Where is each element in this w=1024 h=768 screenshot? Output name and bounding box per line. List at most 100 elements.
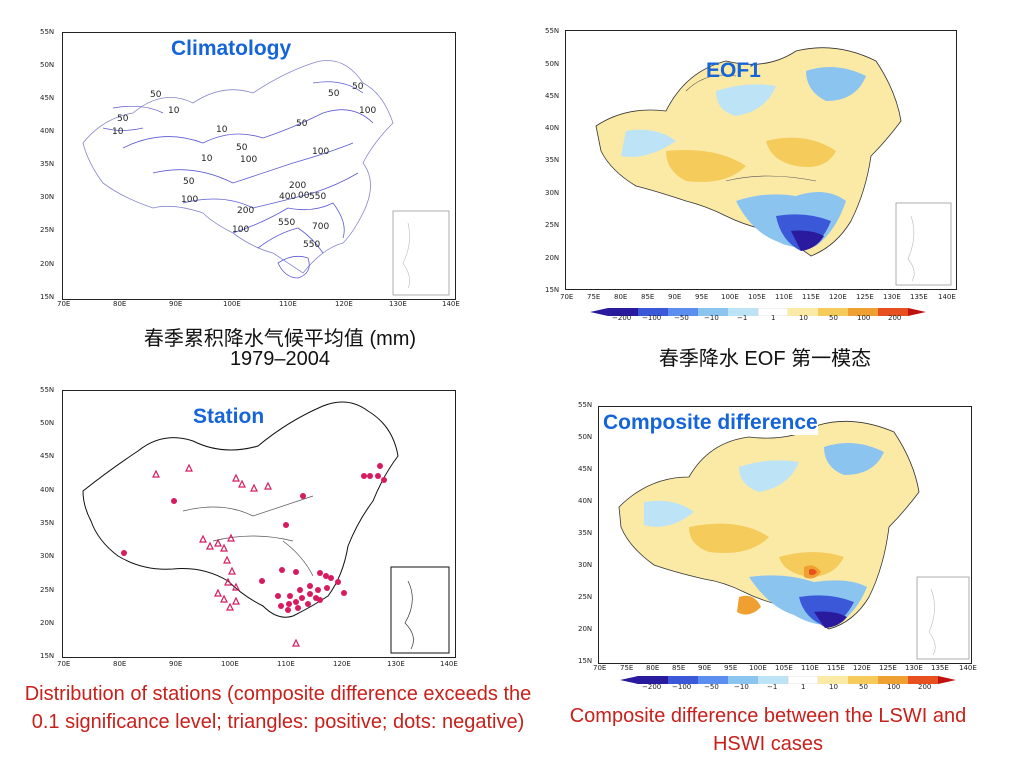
lon-label: 125E <box>856 293 874 301</box>
lon-label: 70E <box>57 660 71 668</box>
colorbar-label: 100 <box>857 314 871 322</box>
lon-label: 110E <box>279 300 297 308</box>
lat-label: 20N <box>545 254 560 262</box>
lon-label: 140E <box>938 293 956 301</box>
lon-label: 105E <box>748 293 766 301</box>
contour-label: 100 <box>312 147 330 157</box>
lat-label: 20N <box>40 260 55 268</box>
lat-label: 45N <box>545 92 560 100</box>
eof1-field <box>595 47 952 286</box>
lon-label: 100E <box>223 300 241 308</box>
station-map: Station <box>62 390 456 658</box>
contour-label: 00 <box>298 191 310 201</box>
colorbar-label: −200 <box>612 314 632 322</box>
lon-label: 135E <box>910 293 928 301</box>
eof1-map: EOF1 <box>565 30 957 290</box>
lon-label: 120E <box>829 293 847 301</box>
lat-label: 15N <box>545 286 560 294</box>
lon-label: 90E <box>169 660 183 668</box>
contour-label: 100 <box>232 225 250 235</box>
lon-label: 120E <box>853 664 871 672</box>
climatology-map: Climatology <box>62 32 456 300</box>
lon-label: 120E <box>335 300 353 308</box>
contour-label: 550 <box>303 240 321 250</box>
lat-label: 25N <box>578 593 593 601</box>
colorbar-label: 200 <box>918 683 932 691</box>
station-caption: Distribution of stations (composite diff… <box>24 683 532 733</box>
lon-label: 130E <box>387 660 405 668</box>
lon-label: 110E <box>277 660 295 668</box>
lon-label: 75E <box>620 664 634 672</box>
colorbar-label: 1 <box>801 683 806 691</box>
eof1-colorbar-svg <box>590 308 926 316</box>
lon-label: 140E <box>440 660 458 668</box>
composite-field <box>618 420 970 660</box>
climatology-caption-line2: 1979–2004 <box>229 348 331 370</box>
lat-label: 35N <box>40 519 55 527</box>
lat-label: 50N <box>545 60 560 68</box>
contour-label: 10 <box>216 125 228 135</box>
contour-label: 50 <box>352 82 364 92</box>
lon-label: 120E <box>333 660 351 668</box>
lon-label: 100E <box>721 293 739 301</box>
lat-label: 30N <box>578 561 593 569</box>
lon-label: 125E <box>879 664 897 672</box>
colorbar-label: −100 <box>642 314 662 322</box>
lon-label: 85E <box>641 293 655 301</box>
lat-label: 40N <box>545 124 560 132</box>
contour-label: 10 <box>168 106 180 116</box>
colorbar-label: −50 <box>674 314 689 322</box>
lat-label: 30N <box>545 189 560 197</box>
contour-label: 550 <box>309 192 327 202</box>
contour-label: 200 <box>289 181 307 191</box>
colorbar-label: −10 <box>734 683 749 691</box>
colorbar-label: 200 <box>888 314 902 322</box>
lat-label: 45N <box>40 94 55 102</box>
lat-label: 35N <box>578 529 593 537</box>
station-title: Station <box>193 405 265 428</box>
lat-label: 25N <box>545 221 560 229</box>
lon-label: 80E <box>614 293 628 301</box>
contour-label: 400 <box>279 192 297 202</box>
contour-label: 100 <box>181 195 199 205</box>
lon-label: 100E <box>749 664 767 672</box>
colorbar-label: −1 <box>767 683 778 691</box>
composite-map: Composite difference <box>598 406 972 664</box>
eof1-panel: EOF1 <box>540 22 980 322</box>
colorbar-label: −200 <box>642 683 662 691</box>
composite-title: Composite difference <box>603 411 818 435</box>
contour-label: 50 <box>328 89 340 99</box>
lat-label: 55N <box>40 386 55 394</box>
lon-label: 110E <box>775 293 793 301</box>
station-panel: Station <box>20 384 460 674</box>
lat-label: 45N <box>578 465 593 473</box>
contour-label: 50 <box>236 143 248 153</box>
contour-label: 200 <box>237 206 255 216</box>
climatology-title: Climatology <box>171 37 292 60</box>
composite-caption: Composite difference between the LSWI an… <box>569 705 967 755</box>
lon-label: 140E <box>959 664 977 672</box>
contour-label: 100 <box>359 106 377 116</box>
contour-label: 50 <box>296 119 308 129</box>
lon-label: 110E <box>801 664 819 672</box>
colorbar-label: 50 <box>829 314 838 322</box>
contour-label: 700 <box>312 222 330 232</box>
composite-colorbar <box>620 676 960 684</box>
lat-label: 15N <box>40 652 55 660</box>
climatology-caption-line1: 春季累积降水气候平均值 (mm) <box>143 328 417 350</box>
lon-label: 90E <box>668 293 682 301</box>
lon-label: 105E <box>775 664 793 672</box>
eof1-colorbar <box>590 308 930 316</box>
lat-label: 40N <box>40 127 55 135</box>
colorbar-label: 50 <box>859 683 868 691</box>
lon-label: 100E <box>221 660 239 668</box>
lon-label: 95E <box>695 293 709 301</box>
lat-label: 50N <box>40 61 55 69</box>
contour-label: 50 <box>150 90 162 100</box>
lat-label: 20N <box>578 625 593 633</box>
colorbar-label: 10 <box>799 314 808 322</box>
lat-label: 45N <box>40 452 55 460</box>
lon-label: 70E <box>560 293 574 301</box>
lon-label: 80E <box>113 660 127 668</box>
colorbar-label: −1 <box>737 314 748 322</box>
